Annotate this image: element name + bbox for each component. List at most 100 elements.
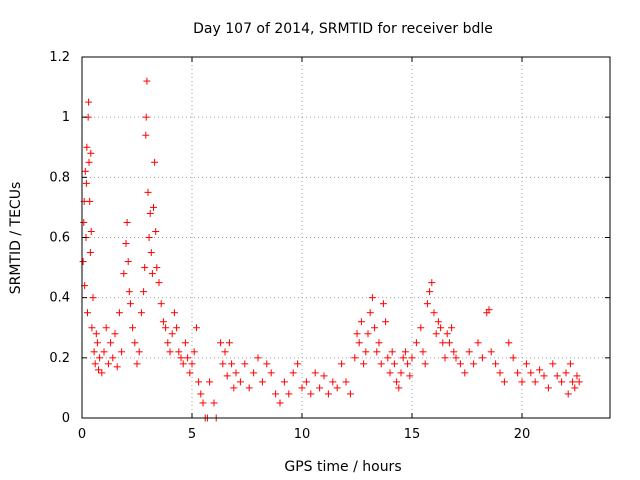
data-point [465, 348, 473, 356]
data-point [373, 348, 381, 356]
data-point [434, 318, 442, 326]
data-point [245, 384, 253, 392]
data-point [346, 390, 354, 398]
data-point [338, 360, 346, 368]
data-point [571, 384, 579, 392]
data-point [151, 158, 159, 166]
data-point [82, 179, 90, 187]
data-point [131, 339, 139, 347]
y-tick-label: 0.2 [49, 351, 70, 366]
data-point [272, 390, 280, 398]
data-point [124, 258, 132, 266]
data-point [86, 249, 94, 257]
x-tick-label: 10 [294, 427, 311, 442]
data-point [126, 300, 134, 308]
ticks-layer: 0 0.2 0.4 0.6 0.8 1 1.2 0 5 10 15 20 [49, 50, 610, 442]
x-tick-label: 5 [188, 427, 196, 442]
data-point [173, 324, 181, 332]
data-point [522, 360, 530, 368]
data-point [448, 324, 456, 332]
data-point [258, 378, 266, 386]
data-point [311, 369, 319, 377]
data-point [518, 378, 526, 386]
data-point [368, 294, 376, 302]
data-point [90, 348, 98, 356]
data-point [184, 354, 192, 362]
data-point [142, 131, 150, 139]
data-point [254, 354, 262, 362]
data-point [148, 270, 156, 278]
data-point [492, 360, 500, 368]
data-point [382, 318, 390, 326]
data-point [206, 378, 214, 386]
data-point [107, 339, 115, 347]
data-point [509, 354, 517, 362]
data-point [153, 264, 161, 272]
data-point [88, 324, 96, 332]
data-point [276, 399, 284, 407]
data-point [500, 378, 508, 386]
data-point [85, 98, 93, 106]
data-point [267, 369, 275, 377]
data-point [316, 384, 324, 392]
data-point [115, 309, 123, 317]
data-point [423, 300, 431, 308]
data-point [461, 369, 469, 377]
data-point [406, 372, 414, 380]
data-point [298, 384, 306, 392]
data-point [87, 227, 95, 235]
data-point [487, 348, 495, 356]
data-point [162, 324, 170, 332]
data-point [280, 378, 288, 386]
data-point [241, 360, 249, 368]
data-point [140, 288, 148, 296]
data-point [98, 369, 106, 377]
data-point [143, 77, 151, 85]
data-point [562, 369, 570, 377]
data-point [439, 339, 447, 347]
data-point [362, 348, 370, 356]
chart-title: Day 107 of 2014, SRMTID for receiver bdl… [193, 21, 493, 37]
data-point [95, 366, 102, 374]
x-tick-label: 15 [404, 427, 421, 442]
x-tick-label: 20 [514, 427, 531, 442]
data-point [89, 294, 97, 302]
y-tick-label: 0.8 [49, 170, 70, 185]
data-point [188, 360, 196, 368]
data-point [573, 372, 581, 380]
data-point [210, 399, 218, 407]
data-point [289, 369, 297, 377]
data-point [145, 234, 153, 241]
data-point [371, 324, 379, 332]
data-point [575, 378, 583, 386]
data-point [379, 300, 387, 308]
data-point [79, 258, 87, 266]
data-point [474, 339, 482, 347]
data-point [236, 378, 244, 386]
data-point [83, 143, 91, 151]
data-point [85, 158, 93, 166]
data-point [92, 330, 100, 338]
data-point [129, 324, 137, 332]
data-point [566, 360, 574, 368]
y-tick-label: 1.2 [49, 50, 70, 65]
data-point [113, 363, 121, 371]
data-point [426, 288, 434, 296]
data-point [109, 354, 117, 362]
data-point [351, 354, 359, 362]
data-point [199, 399, 207, 407]
data-point [496, 369, 504, 377]
data-point [84, 309, 91, 317]
data-point [428, 279, 436, 287]
data-point [87, 149, 95, 157]
data-point [419, 348, 427, 356]
data-point [441, 354, 449, 362]
points-layer [79, 77, 583, 422]
data-point [329, 378, 337, 386]
data-point [177, 354, 185, 362]
data-point [152, 227, 160, 235]
data-point [421, 360, 429, 368]
data-point [412, 339, 420, 347]
y-tick-label: 1 [62, 110, 70, 125]
data-point [221, 348, 229, 356]
